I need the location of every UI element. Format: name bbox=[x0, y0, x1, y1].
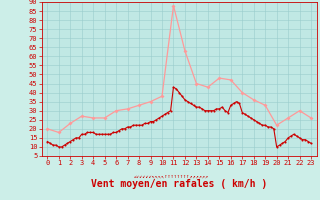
X-axis label: Vent moyen/en rafales ( km/h ): Vent moyen/en rafales ( km/h ) bbox=[91, 179, 267, 189]
Text: ↙↙↙↙↙↙↖↖↖↖↑↑↑↑↑↑↑↑↗↗↗↗↗↗: ↙↙↙↙↙↙↖↖↖↖↑↑↑↑↑↑↑↑↗↗↗↗↗↗ bbox=[134, 174, 209, 180]
